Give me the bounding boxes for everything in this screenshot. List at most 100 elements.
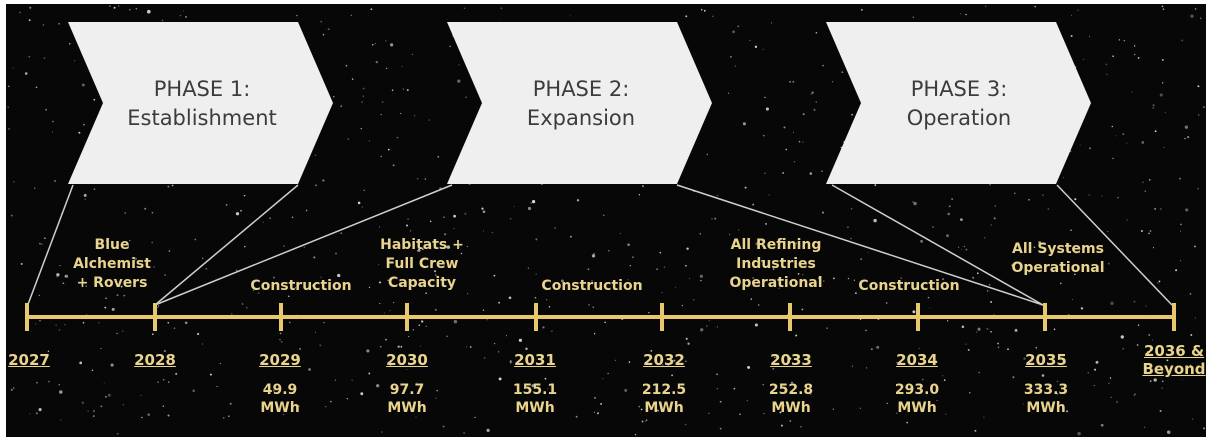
star [988, 283, 991, 286]
phase-2-connector-start [154, 184, 453, 306]
star [997, 346, 1000, 349]
star [47, 350, 50, 352]
star [151, 333, 154, 336]
star [402, 88, 405, 90]
star [750, 298, 753, 300]
star [60, 419, 62, 421]
star [435, 397, 437, 400]
event-blue-alchemist: Blue Alchemist + Rovers [62, 236, 162, 293]
star [379, 302, 381, 305]
star [19, 11, 21, 14]
event-line: Capacity [387, 275, 457, 291]
star [127, 246, 130, 248]
star [463, 7, 466, 10]
star [596, 412, 600, 415]
star [575, 415, 578, 418]
star [871, 348, 873, 350]
star [959, 12, 962, 15]
star [84, 198, 86, 200]
star [29, 6, 32, 9]
star [832, 408, 834, 410]
star [109, 279, 112, 282]
star [396, 136, 399, 139]
star [1089, 147, 1091, 150]
star [800, 425, 802, 428]
star [782, 172, 784, 174]
star [600, 402, 603, 405]
star [787, 314, 789, 316]
phase-1-name: Establishment [127, 106, 277, 130]
star [1159, 208, 1162, 210]
star [961, 325, 965, 329]
star [389, 364, 392, 367]
star [147, 9, 151, 14]
star [570, 15, 571, 17]
star [36, 381, 38, 384]
star [795, 242, 798, 244]
star [640, 282, 643, 285]
star [1087, 371, 1090, 374]
star [1107, 262, 1110, 265]
star [592, 306, 595, 309]
star [1077, 431, 1081, 436]
star [465, 96, 467, 98]
star [946, 320, 949, 322]
star [876, 345, 880, 349]
star [1066, 410, 1069, 413]
star [116, 294, 119, 297]
star [288, 321, 291, 324]
star [7, 106, 10, 109]
energy-value: 155.1 [512, 382, 558, 398]
star [308, 368, 311, 371]
year-2027: 2027 [4, 351, 54, 369]
star [1013, 192, 1016, 195]
star [469, 346, 472, 348]
star [1117, 197, 1119, 199]
star [850, 208, 853, 210]
star [429, 220, 432, 223]
star [987, 290, 989, 292]
star [370, 8, 373, 11]
star [474, 416, 476, 418]
star [918, 347, 920, 349]
star [179, 14, 182, 17]
star [624, 388, 628, 392]
star [113, 6, 116, 9]
star [604, 321, 606, 324]
star [1034, 5, 1037, 8]
star [182, 10, 184, 12]
star [531, 384, 535, 388]
star [347, 138, 350, 140]
event-line: All Systems [1012, 241, 1104, 257]
star [692, 298, 695, 301]
star [744, 186, 747, 189]
star [437, 155, 440, 158]
star [1161, 58, 1164, 61]
phase-3-title: PHASE 3: Operation [839, 75, 1079, 133]
star [322, 34, 325, 36]
star [1194, 8, 1197, 10]
star [337, 273, 341, 278]
star [315, 184, 317, 187]
star [772, 268, 775, 270]
star [1109, 377, 1112, 379]
star [685, 360, 687, 363]
year-text: 2035 [1025, 351, 1067, 369]
star [235, 212, 240, 216]
star [912, 310, 916, 314]
energy-2029: 49.9 MWh [250, 381, 310, 417]
timeline-ticks [25, 303, 1176, 331]
star [948, 205, 951, 208]
star [874, 184, 877, 187]
star [414, 115, 416, 117]
phase-1-title: PHASE 1: Establishment [82, 75, 322, 133]
star [594, 396, 596, 399]
star [850, 237, 852, 240]
star [764, 172, 766, 174]
star [1133, 393, 1136, 396]
star [345, 64, 348, 67]
star [967, 348, 970, 351]
year-text: 2034 [896, 351, 938, 369]
star [942, 278, 945, 281]
star [29, 413, 31, 415]
